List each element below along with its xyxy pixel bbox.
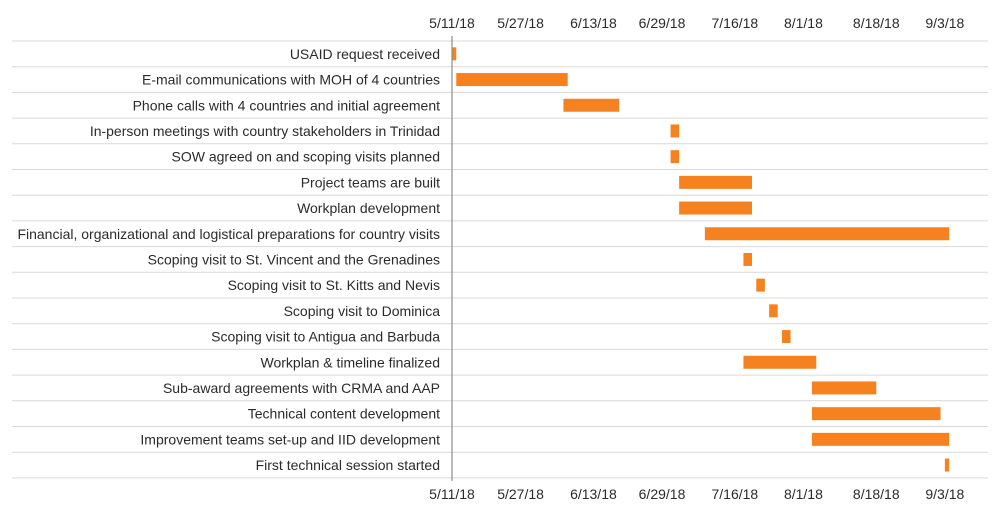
x-tick-label-bottom: 5/11/18	[429, 486, 475, 502]
task-bars	[452, 47, 950, 472]
task-bar	[756, 278, 765, 292]
task-label: Scoping visit to St. Kitts and Nevis	[228, 277, 440, 293]
task-label: Phone calls with 4 countries and initial…	[133, 97, 441, 113]
task-label: Sub-award agreements with CRMA and AAP	[163, 380, 440, 396]
x-tick-label-top: 5/27/18	[497, 15, 544, 31]
task-label: Scoping visit to Antigua and Barbuda	[211, 329, 440, 345]
x-tick-label-top: 5/11/18	[429, 15, 475, 31]
task-label: SOW agreed on and scoping visits planned	[172, 149, 441, 165]
task-label: Technical content development	[248, 406, 440, 422]
x-tick-label-top: 9/3/18	[925, 15, 964, 31]
task-bar	[679, 201, 752, 215]
x-tick-label-top: 6/29/18	[639, 15, 686, 31]
task-bar	[452, 47, 457, 61]
task-bar	[743, 355, 817, 369]
task-bar	[812, 432, 950, 446]
x-tick-label-bottom: 7/16/18	[711, 486, 758, 502]
task-labels: USAID request received E-mail communicati…	[17, 46, 440, 473]
x-tick-label-top: 7/16/18	[711, 15, 758, 31]
x-tick-label-top: 6/13/18	[570, 15, 617, 31]
x-tick-label-bottom: 6/29/18	[639, 486, 686, 502]
row-gridlines	[12, 40, 988, 479]
task-bar	[456, 73, 568, 87]
x-tick-label-bottom: 9/3/18	[925, 486, 964, 502]
x-tick-label-bottom: 8/18/18	[853, 486, 900, 502]
x-tick-label-bottom: 5/27/18	[497, 486, 544, 502]
task-label: Scoping visit to Dominica	[284, 303, 441, 319]
task-label: Financial, organizational and logistical…	[17, 226, 440, 242]
x-axis-bottom: 5/11/18 5/27/18 6/13/18 6/29/18 7/16/18 8/1/1…	[429, 486, 964, 502]
task-label: First technical session started	[256, 457, 440, 473]
task-bar	[782, 330, 791, 344]
task-bar	[812, 407, 941, 421]
task-bar	[743, 252, 752, 266]
task-bar	[944, 458, 950, 472]
x-tick-label-bottom: 8/1/18	[784, 486, 823, 502]
task-bar	[563, 98, 620, 112]
task-bar	[704, 227, 950, 241]
x-tick-label-top: 8/1/18	[784, 15, 823, 31]
task-bar	[670, 124, 680, 138]
x-axis-top: 5/11/18 5/27/18 6/13/18 6/29/18 7/16/18 8/1/1…	[429, 15, 964, 31]
task-bar	[670, 150, 680, 164]
task-label: Workplan & timeline finalized	[261, 354, 441, 370]
task-label: In-person meetings with country stakehol…	[90, 123, 440, 139]
task-bar	[769, 304, 778, 318]
task-label: Improvement teams set-up and IID develop…	[140, 431, 440, 447]
task-bar	[812, 381, 877, 395]
task-label: USAID request received	[290, 46, 440, 62]
x-tick-label-top: 8/18/18	[853, 15, 900, 31]
task-label: Project teams are built	[301, 174, 440, 190]
task-label: Scoping visit to St. Vincent and the Gre…	[148, 251, 440, 267]
task-label: E-mail communications with MOH of 4 coun…	[142, 72, 440, 88]
x-tick-label-bottom: 6/13/18	[570, 486, 617, 502]
task-bar	[679, 175, 752, 189]
task-label: Workplan development	[297, 200, 440, 216]
